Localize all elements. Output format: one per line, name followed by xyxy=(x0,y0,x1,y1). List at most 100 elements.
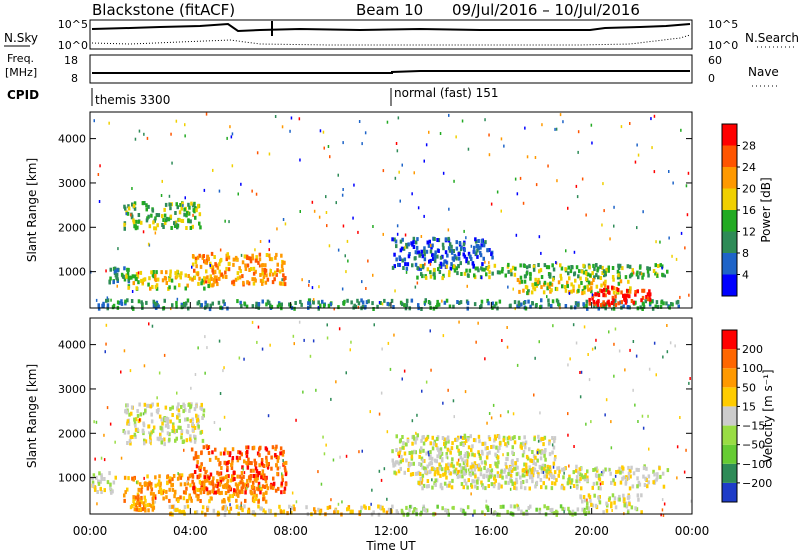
cell-power-sparse xyxy=(687,171,690,175)
cell-vel-7 xyxy=(393,462,397,467)
ytick-label: 1000 xyxy=(58,266,86,279)
cell-vel-2 xyxy=(261,474,264,479)
cell-vel-7 xyxy=(403,451,407,456)
cell-power-4 xyxy=(112,303,116,308)
cell-power-sparse xyxy=(99,164,101,168)
cell-power-6 xyxy=(432,272,435,277)
cell-power-5 xyxy=(395,257,398,262)
cell-vel-9 xyxy=(586,501,589,506)
date-range: 09/Jul/2016 – 10/Jul/2016 xyxy=(452,1,640,19)
cell-vel-8 xyxy=(629,474,632,479)
cell-vel-8 xyxy=(642,466,646,471)
cell-power-6 xyxy=(485,266,488,270)
cell-power-3 xyxy=(178,210,182,215)
cell-power-4 xyxy=(641,301,645,306)
cell-vel-2 xyxy=(233,488,236,493)
cell-vel-7 xyxy=(416,433,419,438)
cell-power-sparse xyxy=(453,179,455,183)
nsky-trace xyxy=(91,22,691,33)
cell-vel-3 xyxy=(187,424,190,428)
cell-vel-sparse xyxy=(660,513,662,517)
cell-vel-7 xyxy=(433,439,437,444)
cell-vel-7 xyxy=(441,436,445,440)
cell-power-2 xyxy=(209,261,212,266)
cell-power-6 xyxy=(473,273,476,278)
cell-power-sparse xyxy=(229,125,231,129)
cell-vel-1 xyxy=(166,481,169,486)
cell-vel-4 xyxy=(138,502,142,507)
cell-vel-1 xyxy=(152,495,155,500)
cell-vel-8 xyxy=(501,475,504,480)
cell-vel-sparse xyxy=(158,371,161,375)
cell-vel-7 xyxy=(502,438,505,443)
cell-power-5 xyxy=(469,254,472,259)
colorbar-swatch xyxy=(722,274,737,296)
cell-vel-5 xyxy=(195,510,199,515)
cell-power-2 xyxy=(227,255,231,260)
cell-power-6 xyxy=(637,275,640,280)
cell-vel-1 xyxy=(165,495,168,500)
cell-power-5 xyxy=(490,252,493,257)
cell-vel-sparse xyxy=(625,477,628,480)
cell-vel-sparse xyxy=(96,502,98,506)
cell-vel-7 xyxy=(503,468,507,473)
cell-vel-8 xyxy=(566,481,570,486)
cell-vel-sparse xyxy=(613,374,615,378)
cell-vel-2 xyxy=(192,486,195,491)
cell-vel-3 xyxy=(172,425,175,430)
cell-vel-5 xyxy=(286,511,289,516)
cell-power-7 xyxy=(534,282,537,287)
cell-vel-sparse xyxy=(378,469,381,473)
cell-vel-2 xyxy=(251,484,255,489)
cell-vel-2 xyxy=(270,466,273,471)
cell-vel-8 xyxy=(504,480,507,485)
cell-vel-3 xyxy=(133,417,136,422)
cell-vel-7 xyxy=(485,455,489,460)
cell-power-4 xyxy=(106,303,110,308)
cell-power-6 xyxy=(525,265,529,270)
cell-vel-8 xyxy=(661,471,665,476)
cell-power-3 xyxy=(163,207,166,212)
cell-vel-1 xyxy=(160,491,163,496)
cell-vel-7 xyxy=(537,434,540,439)
cell-power-1 xyxy=(136,274,140,279)
cell-power-2 xyxy=(203,259,206,264)
cell-vel-3 xyxy=(128,412,131,417)
cell-vel-3 xyxy=(134,417,138,422)
cell-power-7 xyxy=(590,286,593,291)
cell-power-sparse xyxy=(345,270,347,274)
cell-vel-4 xyxy=(144,503,147,508)
cell-power-sparse xyxy=(224,219,226,223)
cell-power-2 xyxy=(236,276,240,281)
cell-vel-3 xyxy=(191,421,194,426)
cell-vel-1 xyxy=(218,491,221,496)
cell-vel-3 xyxy=(172,428,176,433)
cell-vel-1 xyxy=(255,493,258,498)
cell-power-2 xyxy=(252,266,256,271)
cell-vel-8 xyxy=(597,486,601,491)
cell-vel-sparse xyxy=(458,320,460,324)
cell-vel-1 xyxy=(224,491,228,495)
cell-vel-1 xyxy=(132,499,135,504)
cell-power-0 xyxy=(115,272,119,277)
cell-power-6 xyxy=(659,263,662,268)
cell-vel-7 xyxy=(401,435,404,439)
cell-vel-7 xyxy=(505,457,508,462)
cell-vel-3 xyxy=(202,408,206,413)
cell-power-1 xyxy=(131,274,135,279)
cell-vel-8 xyxy=(598,473,601,478)
cell-vel-sparse xyxy=(425,380,428,384)
cell-vel-2 xyxy=(240,452,243,457)
cell-vel-8 xyxy=(474,474,477,479)
cell-power-6 xyxy=(584,271,588,275)
cell-vel-8 xyxy=(563,467,566,472)
cell-power-2 xyxy=(220,272,224,277)
cell-power-7 xyxy=(612,277,615,282)
cell-power-3 xyxy=(127,204,130,209)
cell-vel-2 xyxy=(271,445,275,450)
cell-power-6 xyxy=(602,269,606,274)
cell-power-3 xyxy=(156,223,159,228)
cell-vel-8 xyxy=(595,481,599,486)
cell-vel-8 xyxy=(520,485,523,490)
cell-vel-1 xyxy=(189,483,192,488)
